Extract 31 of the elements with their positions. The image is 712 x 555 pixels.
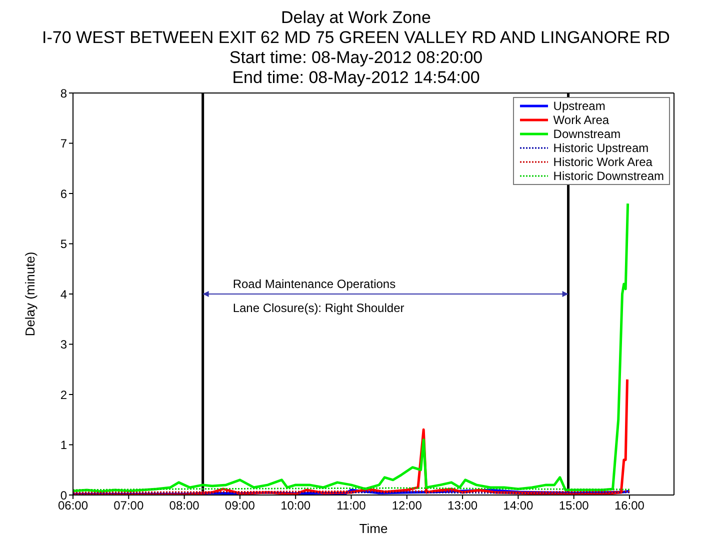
x-tick-label: 10:00 — [280, 498, 311, 513]
y-tick-label: 7 — [60, 136, 68, 151]
x-axis-title: Time — [359, 521, 388, 536]
x-tick-label: 15:00 — [558, 498, 590, 513]
x-tick-label: 14:00 — [503, 498, 534, 513]
y-axis-title: Delay (minute) — [22, 252, 38, 336]
legend-label: Historic Downstream — [553, 169, 664, 183]
x-tick-label: 07:00 — [114, 498, 144, 513]
y-tick-label: 1 — [60, 438, 68, 452]
annotation: Lane Closure(s): Right Shoulder — [232, 301, 404, 315]
legend-label: Work Area — [553, 113, 610, 127]
line-series — [73, 202, 630, 493]
y-tick-label: 5 — [60, 237, 68, 252]
legend-label: Downstream — [553, 127, 621, 141]
y-tick-label: 8 — [60, 86, 68, 100]
x-tick-label: 13:00 — [448, 498, 478, 513]
y-tick-label: 2 — [60, 388, 68, 402]
annotation: Road Maintenance Operations — [232, 277, 396, 291]
x-tick-label: 16:00 — [614, 498, 645, 513]
x-tick-label: 09:00 — [224, 498, 256, 513]
legend-label: Upstream — [553, 99, 606, 113]
x-tick-label: 11:00 — [336, 498, 366, 513]
chart-subtitle: I-70 WEST BETWEEN EXIT 62 MD 75 GREEN VALLEY RD AND LINGANORE RD Start time: 08-May-2012 08:20:00 End time: 08-May-2012 14:54:00 — [41, 28, 671, 88]
chart-title: Delay at Work Zone — [280, 8, 432, 28]
x-tick-label: 12:00 — [392, 498, 422, 513]
y-tick-label: 6 — [60, 186, 68, 201]
legend-label: Historic Work Area — [553, 155, 652, 169]
y-tick-label: 3 — [60, 338, 68, 352]
legend-label: Historic Upstream — [553, 141, 649, 155]
y-tick-label: 4 — [60, 287, 68, 302]
x-tick-label: 08:00 — [169, 498, 200, 513]
